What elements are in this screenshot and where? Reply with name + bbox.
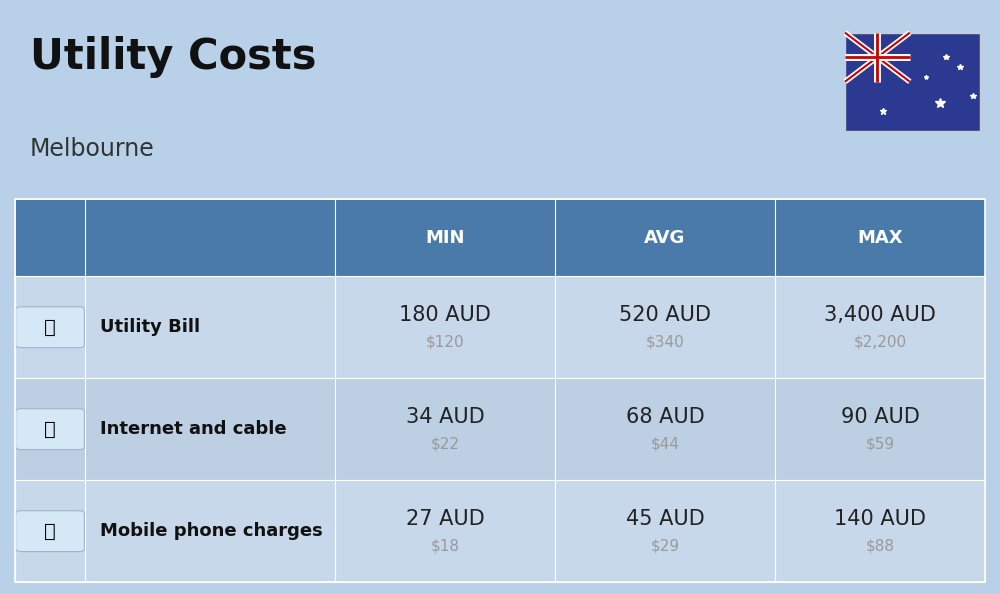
FancyBboxPatch shape	[16, 409, 84, 450]
Text: $120: $120	[426, 335, 464, 350]
Text: 🔧: 🔧	[44, 318, 56, 337]
Text: MIN: MIN	[425, 229, 465, 247]
FancyBboxPatch shape	[16, 511, 84, 552]
Text: $44: $44	[650, 437, 680, 452]
Text: 90 AUD: 90 AUD	[841, 407, 919, 427]
Text: Internet and cable: Internet and cable	[100, 420, 287, 438]
Text: 140 AUD: 140 AUD	[834, 509, 926, 529]
Text: 3,400 AUD: 3,400 AUD	[824, 305, 936, 325]
Text: MAX: MAX	[857, 229, 903, 247]
Text: 📶: 📶	[44, 420, 56, 438]
Text: 520 AUD: 520 AUD	[619, 305, 711, 325]
Text: $18: $18	[431, 539, 460, 554]
Text: Utility Bill: Utility Bill	[100, 318, 200, 336]
Bar	[845, 33, 980, 131]
Text: 34 AUD: 34 AUD	[406, 407, 484, 427]
Bar	[15, 199, 985, 582]
Bar	[15, 480, 985, 582]
Bar	[335, 199, 985, 276]
Text: Melbourne: Melbourne	[30, 137, 155, 160]
Text: Utility Costs: Utility Costs	[30, 36, 316, 78]
Text: 27 AUD: 27 AUD	[406, 509, 484, 529]
Bar	[15, 276, 985, 378]
Text: 📱: 📱	[44, 522, 56, 541]
Text: $59: $59	[865, 437, 895, 452]
Text: 68 AUD: 68 AUD	[626, 407, 704, 427]
Text: 45 AUD: 45 AUD	[626, 509, 704, 529]
Text: Mobile phone charges: Mobile phone charges	[100, 522, 323, 540]
Bar	[15, 378, 985, 480]
Text: $2,200: $2,200	[853, 335, 907, 350]
Text: $340: $340	[646, 335, 684, 350]
Text: 180 AUD: 180 AUD	[399, 305, 491, 325]
Bar	[15, 199, 335, 276]
Text: $29: $29	[650, 539, 680, 554]
Text: $88: $88	[866, 539, 895, 554]
Text: AVG: AVG	[644, 229, 686, 247]
Text: $22: $22	[431, 437, 460, 452]
FancyBboxPatch shape	[16, 307, 84, 347]
